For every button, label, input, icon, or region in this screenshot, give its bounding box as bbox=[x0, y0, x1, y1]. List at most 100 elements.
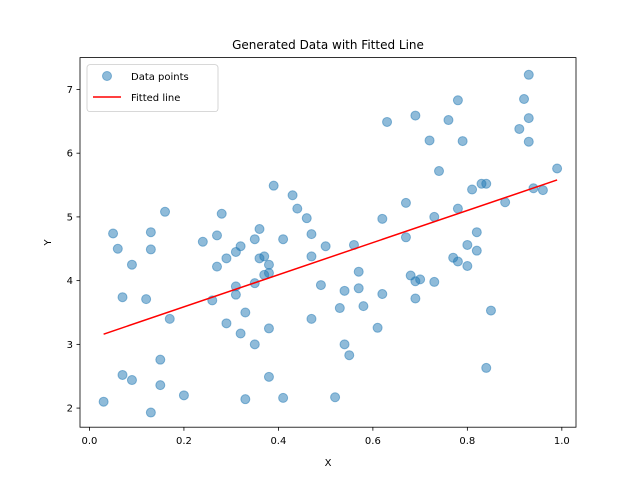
plot-frame bbox=[79, 57, 577, 428]
fitted-line-layer bbox=[103, 179, 558, 335]
data-point-64 bbox=[382, 116, 393, 127]
data-point-21 bbox=[221, 253, 232, 264]
data-point-54 bbox=[339, 285, 350, 296]
y-axis-ticks: 2 3 4 5 6 7 bbox=[67, 85, 80, 415]
data-point-4 bbox=[117, 292, 128, 303]
data-point-60 bbox=[358, 301, 369, 312]
chart-title: Generated Data with Fitted Line bbox=[232, 38, 424, 52]
legend: Data points Fitted line bbox=[86, 64, 219, 112]
data-point-1 bbox=[108, 228, 119, 239]
data-point-83 bbox=[462, 239, 473, 250]
data-point-66 bbox=[400, 232, 411, 243]
data-point-45 bbox=[292, 203, 303, 214]
y-tick-label-0: 2 bbox=[67, 404, 73, 415]
data-point-81 bbox=[457, 136, 468, 147]
data-point-68 bbox=[410, 293, 421, 304]
legend-marker-data-points bbox=[102, 71, 112, 81]
data-point-6 bbox=[126, 375, 137, 386]
data-point-63 bbox=[377, 213, 388, 224]
data-point-2 bbox=[112, 243, 123, 254]
x-axis-label: X bbox=[325, 458, 332, 469]
data-point-65 bbox=[400, 197, 411, 208]
data-point-9 bbox=[145, 227, 156, 238]
data-point-95 bbox=[523, 113, 534, 124]
y-tick-label-3: 5 bbox=[67, 212, 73, 223]
data-point-51 bbox=[320, 241, 331, 252]
data-point-24 bbox=[230, 289, 241, 300]
data-point-86 bbox=[471, 227, 482, 238]
data-point-41 bbox=[268, 180, 279, 191]
data-point-40 bbox=[263, 259, 274, 270]
data-point-76 bbox=[443, 115, 454, 126]
data-point-13 bbox=[160, 206, 171, 217]
data-point-56 bbox=[344, 350, 355, 361]
data-point-80 bbox=[452, 203, 463, 214]
data-point-96 bbox=[523, 69, 534, 80]
data-point-19 bbox=[211, 261, 222, 272]
data-point-70 bbox=[410, 110, 421, 121]
data-point-59 bbox=[353, 283, 364, 294]
data-point-30 bbox=[249, 234, 260, 245]
legend-box bbox=[86, 64, 219, 112]
x-tick-label-2: 0.4 bbox=[270, 436, 286, 447]
data-point-26 bbox=[235, 241, 246, 252]
data-point-31 bbox=[249, 339, 260, 350]
data-point-35 bbox=[259, 251, 270, 262]
data-point-55 bbox=[339, 339, 350, 350]
y-tick-label-5: 7 bbox=[67, 85, 73, 96]
data-point-16 bbox=[197, 236, 208, 247]
data-point-49 bbox=[306, 313, 317, 324]
data-point-53 bbox=[334, 303, 345, 314]
data-point-7 bbox=[141, 294, 152, 305]
data-point-72 bbox=[424, 135, 435, 146]
fitted-line bbox=[103, 179, 558, 335]
data-point-85 bbox=[471, 245, 482, 256]
data-point-14 bbox=[164, 313, 175, 324]
data-point-8 bbox=[145, 244, 156, 255]
data-point-46 bbox=[301, 213, 312, 224]
data-point-42 bbox=[278, 234, 289, 245]
data-point-71 bbox=[415, 274, 426, 285]
data-point-3 bbox=[117, 369, 128, 380]
data-point-93 bbox=[519, 94, 530, 105]
y-axis-label: Y bbox=[43, 238, 54, 246]
data-point-0 bbox=[98, 396, 109, 407]
data-point-61 bbox=[372, 322, 383, 333]
x-tick-label-0: 0.0 bbox=[81, 436, 97, 447]
data-point-38 bbox=[263, 371, 274, 382]
data-point-27 bbox=[235, 328, 246, 339]
data-point-12 bbox=[155, 380, 166, 391]
x-axis-ticks: 0.0 0.2 0.4 0.6 0.8 1.0 bbox=[81, 427, 570, 447]
data-point-28 bbox=[240, 307, 251, 318]
data-point-78 bbox=[452, 256, 463, 267]
data-point-39 bbox=[263, 323, 274, 334]
data-point-5 bbox=[126, 259, 137, 270]
data-point-11 bbox=[155, 354, 166, 365]
data-point-92 bbox=[514, 123, 525, 134]
y-tick-label-4: 6 bbox=[67, 149, 73, 160]
data-point-58 bbox=[353, 266, 364, 277]
data-point-22 bbox=[221, 318, 232, 329]
data-point-10 bbox=[145, 407, 156, 418]
data-point-89 bbox=[481, 362, 492, 373]
data-point-29 bbox=[240, 394, 251, 405]
data-point-50 bbox=[315, 280, 326, 291]
y-tick-label-2: 4 bbox=[67, 276, 73, 287]
legend-label-fitted-line: Fitted line bbox=[131, 93, 180, 104]
data-point-47 bbox=[306, 229, 317, 240]
data-point-74 bbox=[429, 276, 440, 287]
x-tick-label-3: 0.6 bbox=[365, 436, 381, 447]
data-point-62 bbox=[377, 289, 388, 300]
x-tick-label-5: 1.0 bbox=[554, 436, 570, 447]
data-point-94 bbox=[523, 136, 534, 147]
data-point-48 bbox=[306, 251, 317, 262]
data-point-18 bbox=[211, 230, 222, 241]
y-tick-label-1: 3 bbox=[67, 340, 73, 351]
data-point-90 bbox=[485, 305, 496, 316]
data-point-84 bbox=[467, 184, 478, 195]
data-point-43 bbox=[278, 392, 289, 403]
data-point-79 bbox=[452, 95, 463, 106]
data-point-20 bbox=[216, 208, 227, 219]
data-point-99 bbox=[552, 163, 563, 174]
